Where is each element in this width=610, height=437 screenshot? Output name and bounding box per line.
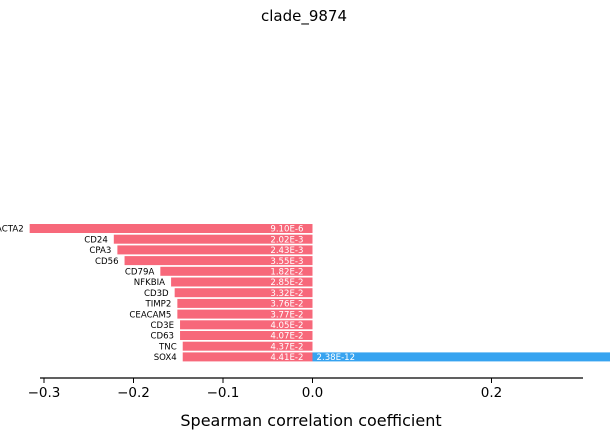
bar-ceacam5 xyxy=(177,309,313,319)
bar-label-cd24: CD24 xyxy=(84,235,108,245)
bar-label-tnc: TNC xyxy=(158,342,177,352)
pvalue-label-des: 2.38E-12 xyxy=(317,353,356,363)
chart-title: clade_9874 xyxy=(261,7,347,26)
pvalue-label-timp2: 3.76E-2 xyxy=(270,300,303,310)
pvalue-label-sox4: 4.41E-2 xyxy=(270,353,303,363)
pvalue-label-ceacam5: 3.77E-2 xyxy=(270,310,303,320)
x-tick-label: 0.0 xyxy=(302,385,323,401)
bar-label-cd63: CD63 xyxy=(150,332,174,342)
bar-tnc xyxy=(182,341,313,351)
bar-label-cpa3: CPA3 xyxy=(89,246,111,256)
pvalue-label-tnc: 4.37E-2 xyxy=(270,342,303,352)
pvalue-label-cd79a: 1.82E-2 xyxy=(270,268,303,278)
pvalue-label-cd56: 3.55E-3 xyxy=(270,257,303,267)
x-tick-label: −0.1 xyxy=(207,385,240,401)
bar-cd3e xyxy=(180,320,313,330)
bar-cpa3 xyxy=(117,245,313,255)
x-tick-label: −0.2 xyxy=(117,385,150,401)
x-axis-label: Spearman correlation coefficient xyxy=(180,411,441,430)
pvalue-label-cpa3: 2.43E-3 xyxy=(270,246,303,256)
bar-label-nfkbia: NFKBIA xyxy=(134,278,165,288)
bar-label-cd3e: CD3E xyxy=(151,321,175,331)
bar-label-cd56: CD56 xyxy=(95,257,119,267)
bar-des xyxy=(312,352,610,362)
bars-group xyxy=(29,224,610,362)
bar-cd56 xyxy=(124,256,313,266)
bar-cd63 xyxy=(180,331,313,340)
pvalue-label-cd24: 2.02E-3 xyxy=(270,235,303,245)
bar-sox4 xyxy=(182,352,313,362)
bar-label-acta2: ACTA2 xyxy=(0,225,24,235)
bar-label-sox4: SOX4 xyxy=(154,353,177,363)
x-ticks-group: −0.3−0.2−0.10.00.20.4 xyxy=(28,378,502,401)
pvalue-label-cd63: 4.07E-2 xyxy=(270,332,303,342)
bar-cd79a xyxy=(160,266,313,276)
labels-group: ACTA2 9.10E-6 CD24 2.02E-3 CPA3 2.43E-3 CD56 3.… xyxy=(0,225,356,363)
bar-cd3d xyxy=(174,288,313,298)
x-tick-label: 0.2 xyxy=(481,385,502,401)
bar-label-cd3d: CD3D xyxy=(144,289,169,299)
x-tick-label: −0.3 xyxy=(28,385,61,401)
bar-acta2 xyxy=(29,224,313,233)
bar-nfkbia xyxy=(171,277,313,287)
pvalue-label-acta2: 9.10E-6 xyxy=(270,225,303,235)
bar-label-cd79a: CD79A xyxy=(125,268,155,278)
pvalue-label-cd3d: 3.32E-2 xyxy=(270,289,303,299)
pvalue-label-nfkbia: 2.85E-2 xyxy=(270,278,303,288)
bar-label-ceacam5: CEACAM5 xyxy=(129,310,171,320)
bar-cd24 xyxy=(113,234,313,244)
pvalue-label-cd3e: 4.05E-2 xyxy=(270,321,303,331)
bar-timp2 xyxy=(177,298,313,308)
bar-label-timp2: TIMP2 xyxy=(144,300,171,310)
